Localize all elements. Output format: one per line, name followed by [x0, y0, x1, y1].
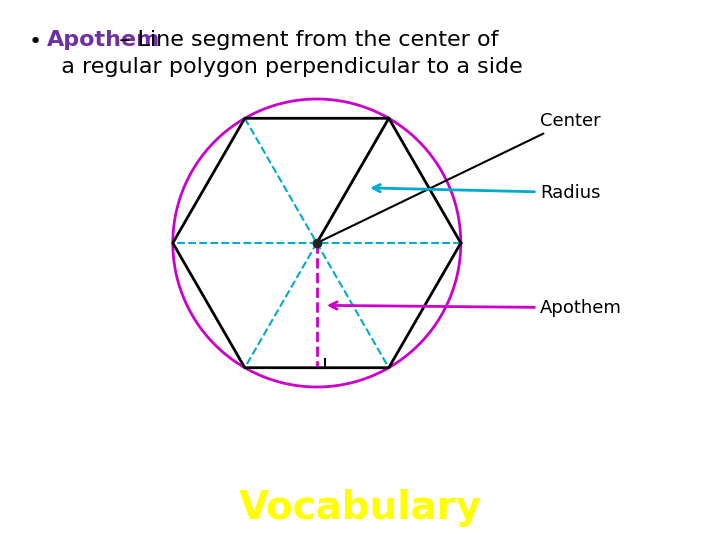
Text: Apothem: Apothem — [330, 299, 622, 317]
Text: – Line segment from the center of: – Line segment from the center of — [112, 30, 499, 50]
Text: •: • — [29, 32, 49, 52]
Text: Radius: Radius — [373, 184, 600, 201]
Text: Center: Center — [319, 112, 600, 242]
Text: a regular polygon perpendicular to a side: a regular polygon perpendicular to a sid… — [47, 57, 523, 77]
Text: Apothem: Apothem — [47, 30, 160, 50]
Text: Vocabulary: Vocabulary — [238, 489, 482, 526]
